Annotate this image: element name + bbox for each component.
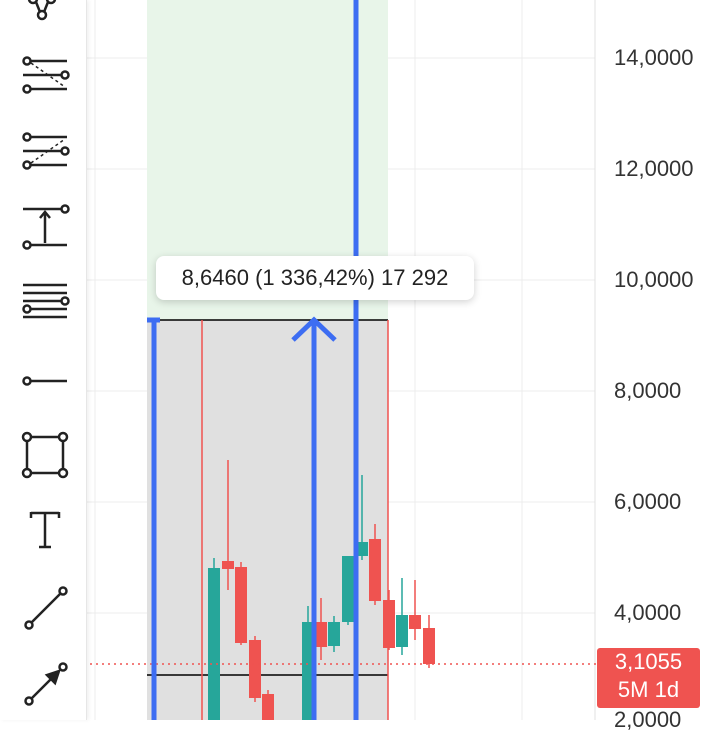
parallel-channel-tool[interactable] <box>14 270 76 332</box>
text-tool[interactable] <box>14 498 76 560</box>
price-axis-label: 2,0000 <box>614 707 682 732</box>
pitchfan-icon <box>22 132 70 170</box>
text-icon <box>29 511 61 549</box>
trend-line-tool[interactable] <box>14 576 76 638</box>
pitchfan-tool[interactable] <box>14 120 76 182</box>
loss-zone <box>147 320 388 720</box>
rectangle-tool[interactable] <box>14 424 76 486</box>
candles <box>201 320 435 720</box>
price-axis-label: 6,0000 <box>614 489 682 514</box>
parallel-channel-icon <box>22 283 70 319</box>
chart-interval: 5M 1d <box>617 677 680 702</box>
trend-line-icon <box>24 586 68 630</box>
measure-drawing[interactable] <box>147 0 359 720</box>
arrow-line-tool[interactable] <box>14 652 76 714</box>
fib-channel-icon <box>27 0 57 21</box>
pitchfork-icon <box>22 56 70 94</box>
price-axis-label: 4,0000 <box>614 600 682 625</box>
price-range-icon <box>22 204 70 250</box>
fib-channel-tool[interactable] <box>14 0 76 40</box>
price-axis-label: 14,0000 <box>614 45 694 70</box>
current-price-badge: 3,1055 5M 1d <box>597 648 700 708</box>
price-axis-label: 10,0000 <box>614 267 694 292</box>
price-range-tool[interactable] <box>14 196 76 258</box>
measure-tooltip: 8,6460 (1 336,42%) 17 292 <box>156 256 474 300</box>
arrow-line-icon <box>24 662 68 706</box>
price-axis-label: 12,0000 <box>614 156 694 181</box>
current-price-value: 3,1055 <box>614 649 683 674</box>
price-axis-label: 8,0000 <box>614 378 682 403</box>
rectangle-icon <box>21 431 69 479</box>
horizontal-ray-tool[interactable] <box>14 348 76 410</box>
horizontal-ray-icon <box>22 376 67 386</box>
pitchfork-tool[interactable] <box>14 44 76 106</box>
drawing-toolbar <box>0 0 87 720</box>
